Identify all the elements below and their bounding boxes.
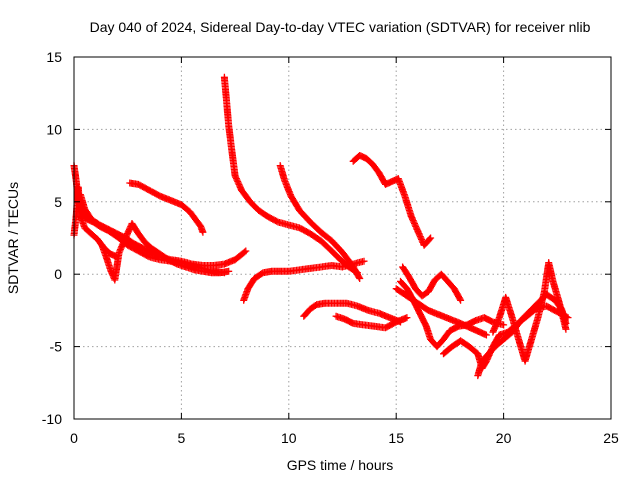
x-tick-label: 15	[388, 430, 404, 446]
series-arc-12	[397, 277, 508, 351]
data-point	[403, 314, 411, 322]
series-arc-11	[349, 152, 435, 249]
data-point	[426, 235, 434, 243]
series-arc-9	[300, 299, 404, 326]
plot-frame	[73, 56, 612, 420]
data-point	[457, 296, 465, 304]
x-tick-label: 20	[496, 430, 512, 446]
series-arc-10	[332, 312, 411, 332]
series-arc-14	[399, 263, 465, 304]
series-arc-4	[98, 220, 233, 284]
data-point	[199, 228, 207, 236]
y-axis-label: SDTVAR / TECUs	[5, 182, 21, 294]
data-point	[356, 275, 364, 282]
y-tick-label: -10	[42, 411, 62, 427]
x-tick-labels: 0 5 10 15 20 25	[70, 430, 619, 446]
data-point	[562, 325, 570, 333]
grid	[74, 57, 611, 419]
data-point	[355, 273, 363, 281]
y-tick-label: 15	[46, 49, 62, 65]
chart-title: Day 040 of 2024, Sidereal Day-to-day VTE…	[90, 19, 591, 35]
y-tick-label: 5	[54, 194, 62, 210]
axis-ticks	[73, 56, 612, 420]
data-point	[242, 247, 250, 255]
data-marks	[70, 73, 572, 380]
y-tick-label: 0	[54, 266, 62, 282]
series-arc-7	[276, 162, 364, 282]
data-point	[427, 234, 435, 242]
series-arc-6	[220, 73, 361, 277]
x-tick-label: 0	[70, 430, 78, 446]
data-point	[241, 248, 249, 256]
data-point	[360, 257, 368, 265]
series-arc-8	[240, 257, 368, 304]
series-arc-5	[126, 179, 207, 236]
x-tick-label: 10	[281, 430, 297, 446]
series-arc-13	[392, 285, 490, 339]
y-tick-labels: -10 -5 0 5 10 15	[42, 49, 62, 427]
y-tick-label: -5	[50, 339, 63, 355]
data-point	[456, 295, 464, 303]
x-tick-label: 5	[178, 430, 186, 446]
data-point	[225, 267, 233, 275]
series-arc-17	[489, 259, 570, 365]
x-axis-label: GPS time / hours	[287, 457, 394, 473]
y-tick-label: 10	[46, 121, 62, 137]
data-point	[500, 321, 508, 329]
x-tick-label: 25	[603, 430, 619, 446]
data-point	[482, 331, 490, 339]
